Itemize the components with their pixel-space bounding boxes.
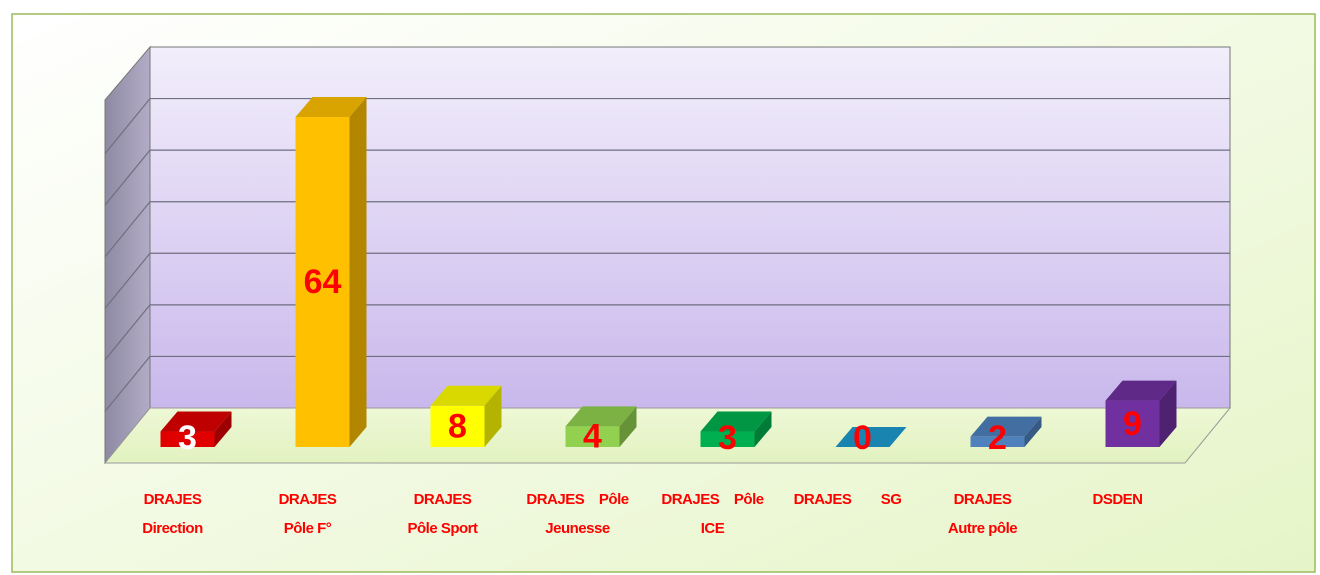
bar-top xyxy=(970,416,1042,437)
value-label: 3 xyxy=(178,419,197,457)
bar xyxy=(565,426,620,447)
bar xyxy=(970,436,1025,447)
x-tick-label: DRAJES Pôle Jeunesse xyxy=(526,491,629,537)
bar xyxy=(1105,400,1160,447)
bar-top xyxy=(700,411,772,432)
bar-side xyxy=(1159,380,1177,447)
x-tick-label: DRAJES Direction xyxy=(142,491,203,537)
value-label: 4 xyxy=(583,418,602,456)
side-line xyxy=(104,149,151,206)
value-label: 2 xyxy=(988,419,1007,457)
side-line xyxy=(104,252,151,309)
bars: 3 64 8 4 3 0 2 9 xyxy=(160,96,1177,457)
bar-top xyxy=(160,411,232,432)
x-tick-label: DRAJES Pôle ICE xyxy=(661,491,764,537)
side-wall xyxy=(104,45,151,465)
bar xyxy=(700,431,755,447)
x-tick-label: DRAJES Pôle F° xyxy=(278,491,337,537)
floor xyxy=(103,407,1232,464)
x-tick-label: DSDEN xyxy=(1092,491,1143,508)
bar-top xyxy=(565,406,637,427)
bar-side xyxy=(754,411,772,447)
bar-top xyxy=(835,427,907,447)
bar xyxy=(430,405,485,447)
bar-side xyxy=(619,406,637,447)
bar xyxy=(295,116,350,447)
side-line xyxy=(104,98,151,154)
value-label: 0 xyxy=(853,419,872,457)
bar-side xyxy=(349,96,367,447)
bar-side xyxy=(1024,416,1042,447)
bar-side xyxy=(214,411,232,447)
x-tick-label: DRAJES SG xyxy=(793,491,902,508)
value-label: 8 xyxy=(448,407,467,445)
value-label: 64 xyxy=(304,263,342,301)
value-label: 3 xyxy=(718,419,737,457)
side-line xyxy=(104,356,151,412)
x-tick-label: DRAJES Pôle Sport xyxy=(407,491,478,537)
bar-side xyxy=(484,385,502,447)
x-tick-label: DRAJES Autre pôle xyxy=(947,491,1018,537)
bar-top xyxy=(430,385,502,406)
value-label: 9 xyxy=(1123,405,1142,443)
bar xyxy=(160,431,215,447)
bar-top xyxy=(295,96,367,117)
side-line xyxy=(104,304,151,361)
bar-top xyxy=(1105,380,1177,401)
side-line xyxy=(104,201,151,258)
